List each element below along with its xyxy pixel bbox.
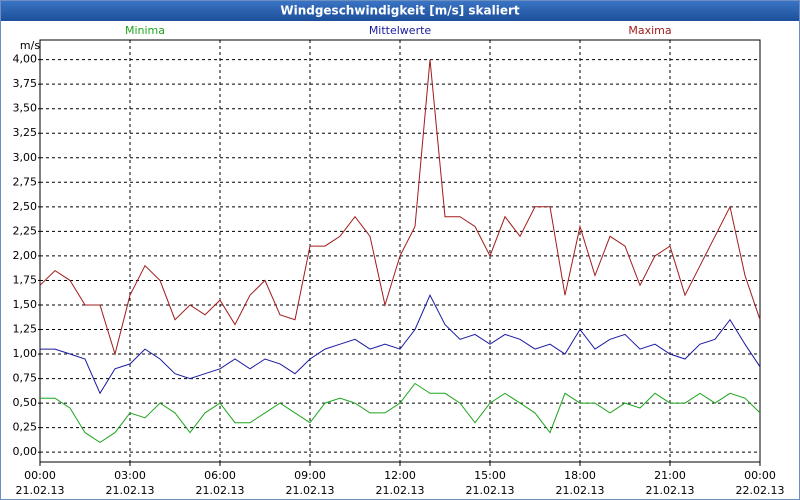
y-tick-label: 2,00 [13,249,38,262]
x-tick-label: 00:00 [24,469,56,482]
x-tick-label: 15:00 [474,469,506,482]
x-tick-date: 21.02.13 [646,484,695,497]
y-tick-label: 1,25 [13,323,38,336]
y-tick-label: 3,50 [13,102,38,115]
y-tick-label: 1,50 [13,298,38,311]
x-tick-date: 22.02.13 [736,484,785,497]
x-tick-label: 06:00 [204,469,236,482]
x-tick-date: 21.02.13 [286,484,335,497]
x-tick-label: 09:00 [294,469,326,482]
x-tick-label: 12:00 [384,469,416,482]
series-line [39,59,761,356]
x-tick-date: 21.02.13 [16,484,65,497]
x-tick-date: 21.02.13 [106,484,155,497]
chart-title: Windgeschwindigkeit [m/s] skaliert [280,4,520,18]
y-tick-label: 0,25 [13,421,38,434]
y-tick-label: 4,00 [13,53,38,66]
title-bar [1,1,799,21]
x-tick-date: 21.02.13 [466,484,515,497]
y-tick-label: 0,00 [13,445,38,458]
legend-entry: Minima [125,24,165,37]
x-tick-date: 21.02.13 [376,484,425,497]
y-tick-label: 1,75 [13,273,38,286]
x-tick-date: 21.02.13 [556,484,605,497]
y-tick-label: 2,50 [13,200,38,213]
legend-entry: Mittelwerte [369,24,432,37]
y-tick-label: 0,75 [13,372,38,385]
y-tick-label: 3,75 [13,77,38,90]
y-axis-label: m/s [20,39,40,52]
series-line [40,294,761,395]
x-tick-label: 18:00 [564,469,596,482]
y-tick-label: 1,00 [13,347,38,360]
x-tick-label: 00:00 [744,469,776,482]
x-tick-label: 03:00 [114,469,146,482]
legend-entry: Maxima [628,24,671,37]
series-line [40,382,761,443]
y-tick-label: 3,25 [13,126,38,139]
y-tick-label: 2,25 [13,224,38,237]
y-tick-label: 0,50 [13,396,38,409]
y-tick-label: 2,75 [13,175,38,188]
x-tick-label: 21:00 [654,469,686,482]
x-tick-date: 21.02.13 [196,484,245,497]
y-tick-label: 3,00 [13,151,38,164]
